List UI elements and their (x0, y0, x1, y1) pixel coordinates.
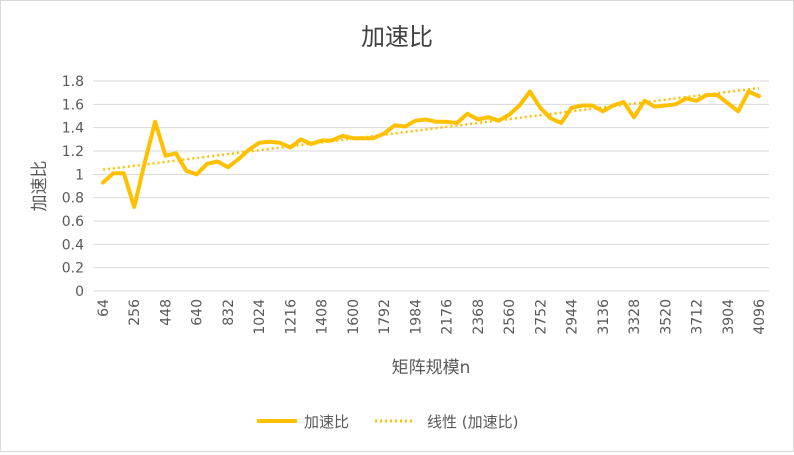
x-tick-label: 2368 (471, 299, 487, 335)
x-tick-label: 1984 (408, 299, 424, 335)
x-tick-label: 1024 (252, 299, 268, 335)
y-tick-label: 0.8 (62, 191, 84, 207)
legend-label-series: 加速比 (304, 413, 349, 431)
x-tick-label: 3712 (690, 299, 706, 335)
x-tick-label: 640 (190, 299, 206, 326)
y-tick-label: 1 (75, 167, 84, 183)
y-tick-label: 0.4 (62, 237, 84, 253)
y-tick-label: 1.8 (62, 74, 84, 90)
x-tick-label: 256 (127, 299, 143, 326)
series-layer (103, 88, 759, 207)
x-tick-label: 2176 (440, 299, 456, 335)
x-tick-label: 2944 (565, 299, 581, 335)
y-tick-label: 1.4 (62, 121, 84, 137)
x-tick-label: 2560 (502, 299, 518, 335)
x-axis-ticks: 64 256 448 640 832 1024 1216 1408 1600 1792 1984 21… (96, 299, 768, 335)
x-tick-label: 3136 (596, 299, 612, 335)
x-tick-label: 1408 (315, 299, 331, 335)
x-tick-label: 1600 (346, 299, 362, 335)
x-tick-label: 4096 (752, 299, 768, 335)
series-line-speedup (103, 92, 759, 208)
y-tick-label: 0.6 (62, 214, 84, 230)
y-axis-ticks: 0 0.2 0.4 0.6 0.8 1 1.2 1.4 1.6 1.8 (62, 74, 84, 300)
y-tick-label: 0.2 (62, 261, 84, 277)
x-tick-label: 3520 (658, 299, 674, 335)
legend-label-trendline: 线性 (加速比) (427, 413, 518, 431)
x-tick-label: 2752 (533, 299, 549, 335)
x-tick-label: 1216 (283, 299, 299, 335)
x-tick-label: 3904 (721, 299, 737, 335)
y-axis-label: 加速比 (30, 161, 50, 212)
x-tick-label: 1792 (377, 299, 393, 335)
y-tick-label: 1.2 (62, 144, 84, 160)
y-tick-label: 1.6 (62, 97, 84, 113)
x-tick-label: 64 (96, 299, 112, 317)
y-tick-label: 0 (75, 284, 84, 300)
x-axis-label: 矩阵规模n (392, 358, 471, 378)
trendline (103, 88, 759, 170)
x-tick-label: 3328 (627, 299, 643, 335)
legend: 加速比 线性 (加速比) (257, 413, 518, 431)
x-tick-label: 448 (158, 299, 174, 326)
x-tick-label: 832 (221, 299, 237, 326)
chart-title: 加速比 (361, 23, 433, 51)
